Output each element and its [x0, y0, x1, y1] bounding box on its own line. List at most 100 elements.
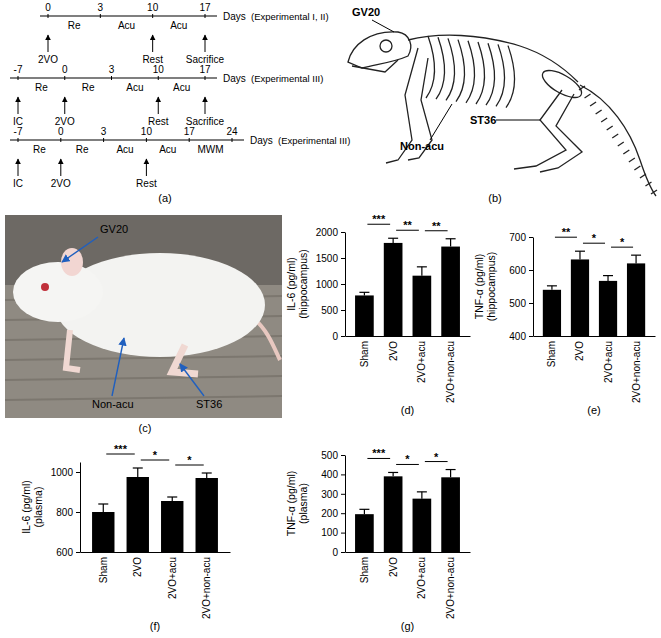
- event-label: IC: [13, 178, 23, 189]
- error-bar-cap: [631, 255, 641, 256]
- y-tick-label: 500: [321, 450, 338, 461]
- y-tick: 0: [332, 547, 345, 558]
- experiment-label: (Experimental III): [251, 73, 323, 84]
- plot-area: [92, 468, 218, 552]
- event-arrow: [60, 159, 61, 176]
- panel-label: (e): [587, 404, 600, 416]
- x-tick: 2VO+non-acu: [445, 336, 456, 403]
- skeleton-rib: [426, 36, 435, 98]
- timeline-axis: [40, 15, 217, 16]
- error-bar-stem: [450, 239, 451, 247]
- x-tick: 2VO+acu: [416, 552, 427, 599]
- x-tick: 2VO+acu: [167, 552, 178, 599]
- y-axis: 400500600700: [509, 232, 533, 342]
- y-axis-title-line: TNF-α (pg/ml): [285, 471, 297, 537]
- significance-label: *: [620, 236, 625, 248]
- y-axis-title-line: (hippocampus): [297, 249, 309, 318]
- day-tick: [18, 76, 19, 80]
- timeline-axis: [10, 139, 244, 140]
- y-tick-mark: [529, 270, 533, 271]
- y-axis-title-line: IL-6 (pg/ml): [20, 480, 32, 534]
- x-axis-line: [346, 336, 471, 337]
- x-tick: Sham: [359, 552, 370, 583]
- phase-label: Acu: [126, 82, 143, 93]
- event-arrow: [64, 97, 65, 114]
- error-bar-stem: [172, 497, 173, 501]
- x-tick: 2VO: [388, 336, 399, 361]
- error-bar-cap: [359, 509, 369, 510]
- y-tick-mark: [76, 512, 80, 513]
- x-axis: Sham2VO2VO+acu2VO+non-acu: [534, 336, 656, 403]
- pointer-line: [372, 20, 394, 32]
- day-label: 17: [199, 64, 211, 75]
- skeleton-vertebra: [601, 118, 607, 122]
- y-axis-title-line: IL-6 (pg/ml): [285, 257, 297, 311]
- y-tick: 500: [509, 298, 533, 309]
- bar: [161, 501, 183, 552]
- skeleton-vertebra: [590, 102, 596, 106]
- bar: [355, 295, 374, 336]
- timeline: -7031017ReReAcuAcuIC2VORestSacrificeDays…: [10, 64, 323, 127]
- phase-label: Re: [82, 82, 95, 93]
- x-tick-label: Sham: [98, 557, 109, 583]
- y-tick-label: 300: [321, 489, 338, 500]
- x-tick: 2VO+acu: [416, 336, 427, 383]
- skeleton-vertebra: [645, 182, 651, 186]
- skeleton-pelvis: [538, 65, 585, 103]
- y-tick: 300: [321, 489, 345, 500]
- bar: [384, 476, 403, 552]
- phase-label: Re: [33, 144, 46, 155]
- acupoint-label: ST36: [196, 398, 222, 410]
- significance-label: *: [187, 454, 192, 466]
- x-tick-label: 2VO+acu: [603, 341, 614, 383]
- photo-background: [5, 215, 282, 418]
- figure-svg: 031017ReAcuAcu2VORestSacrificeDays(Exper…: [0, 0, 661, 638]
- day-tick: [103, 138, 104, 142]
- day-label: -7: [14, 126, 23, 137]
- y-axis: 0500100015002000: [316, 227, 346, 342]
- error-bar: [359, 292, 369, 295]
- day-label: 0: [45, 2, 51, 13]
- pointer-arrow: [180, 364, 204, 396]
- bar: [196, 478, 218, 552]
- error-bar-stem: [137, 468, 138, 477]
- plot-area: [543, 251, 645, 336]
- y-tick-label: 500: [321, 305, 338, 316]
- day-tick: [60, 138, 61, 142]
- bar: [627, 263, 645, 336]
- panel-label: (c): [139, 422, 152, 434]
- skeleton-drawing: [348, 32, 657, 196]
- y-tick-mark: [529, 237, 533, 238]
- x-tick-label: 2VO+non-acu: [631, 341, 642, 403]
- y-axis: 0100200300400500: [321, 450, 345, 558]
- x-axis-line: [534, 336, 656, 337]
- x-tick-label: Sham: [359, 557, 370, 583]
- y-tick-mark: [341, 284, 345, 285]
- y-tick-mark: [341, 258, 345, 259]
- day-label: 0: [58, 126, 64, 137]
- y-tick: 600: [509, 265, 533, 276]
- event-arrow: [205, 35, 206, 52]
- pointer-arrow: [112, 338, 124, 396]
- plot-area: [355, 470, 460, 552]
- y-tick-mark: [529, 303, 533, 304]
- error-bar-stem: [393, 238, 394, 243]
- bar-chart: 0500100015002000Sham2VO2VO+acu2VO+non-ac…: [285, 213, 471, 416]
- event-label: Rest: [136, 178, 157, 189]
- x-tick-label: 2VO+non-acu: [445, 341, 456, 403]
- error-bar: [631, 255, 641, 263]
- error-bar-cap: [575, 251, 585, 252]
- error-bar-stem: [364, 509, 365, 514]
- y-tick: 1500: [316, 253, 345, 264]
- y-tick-label: 0: [332, 547, 338, 558]
- skeleton-bone: [514, 90, 566, 169]
- error-bar-stem: [635, 255, 636, 263]
- bar: [127, 477, 149, 552]
- day-label: 3: [109, 64, 115, 75]
- y-axis-line: [80, 463, 81, 553]
- y-tick-mark: [341, 552, 345, 553]
- figure: 031017ReAcuAcu2VORestSacrificeDays(Exper…: [0, 0, 661, 638]
- acupoint-label: GV20: [100, 223, 128, 235]
- skeleton-bone: [540, 94, 582, 172]
- x-tick: Sham: [98, 552, 109, 583]
